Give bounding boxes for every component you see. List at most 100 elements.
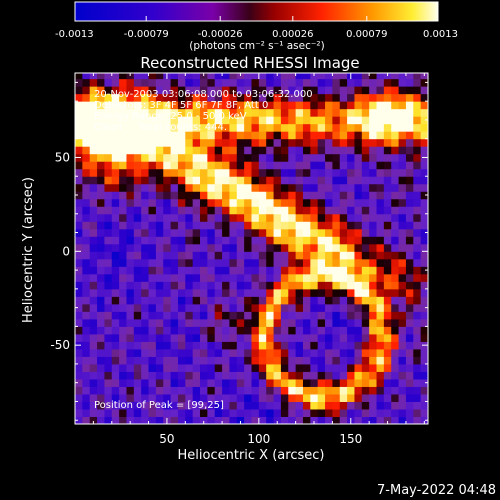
heatmap-cell: [405, 251, 414, 260]
heatmap-cell: [251, 281, 260, 290]
heatmap-cell: [383, 213, 392, 222]
heatmap-cell: [310, 123, 319, 132]
heatmap-cell: [244, 251, 252, 260]
heatmap-cell: [420, 123, 428, 132]
heatmap-cell: [251, 273, 260, 282]
heatmap-cell: [222, 288, 230, 297]
heatmap-cell: [177, 393, 186, 402]
heatmap-cell: [82, 416, 91, 424]
heatmap-cell: [200, 318, 208, 327]
heatmap-cell: [244, 221, 252, 230]
heatmap-cell: [185, 161, 194, 170]
heatmap-cell: [354, 251, 363, 260]
heatmap-cell: [185, 281, 194, 290]
heatmap-cell: [295, 401, 304, 410]
heatmap-cell: [398, 93, 407, 102]
heatmap-cell: [405, 273, 414, 282]
heatmap-cell: [376, 123, 385, 132]
heatmap-cell: [163, 86, 172, 95]
heatmap-cell: [207, 303, 216, 312]
heatmap-cell: [111, 296, 120, 305]
heatmap-cell: [155, 153, 164, 162]
heatmap-cell: [75, 116, 83, 125]
heatmap-cell: [192, 183, 201, 192]
heatmap-cell: [155, 281, 164, 290]
heatmap-cell: [214, 116, 223, 125]
heatmap-cell: [405, 138, 414, 147]
heatmap-cell: [405, 311, 414, 320]
heatmap-cell: [119, 93, 127, 102]
heatmap-cell: [266, 138, 275, 147]
heatmap-cell: [376, 101, 385, 110]
heatmap-cell: [273, 236, 282, 245]
heatmap-cell: [89, 341, 98, 350]
heatmap-cell: [332, 311, 341, 320]
heatmap-cell: [280, 228, 289, 237]
heatmap-cell: [383, 131, 392, 140]
heatmap-cell: [280, 221, 289, 230]
heatmap-cell: [148, 333, 157, 342]
heatmap-cell: [155, 318, 164, 327]
heatmap-cell: [170, 243, 179, 252]
heatmap-cell: [273, 243, 282, 252]
heatmap-cell: [111, 363, 120, 372]
heatmap-cell: [141, 371, 150, 380]
heatmap-cell: [177, 168, 186, 177]
heatmap-cell: [258, 138, 267, 147]
heatmap-cell: [207, 213, 216, 222]
heatmap-cell: [258, 386, 267, 395]
heatmap-cell: [163, 281, 172, 290]
heatmap-cell: [89, 296, 98, 305]
heatmap-cell: [170, 378, 179, 387]
heatmap-cell: [288, 176, 297, 185]
heatmap-cell: [163, 146, 172, 155]
heatmap-cell: [405, 243, 414, 252]
heatmap-cell: [141, 108, 150, 117]
heatmap-cell: [155, 228, 164, 237]
heatmap-cell: [369, 416, 378, 424]
heatmap-cell: [325, 123, 333, 132]
heatmap-cell: [185, 73, 194, 80]
heatmap-cell: [325, 108, 333, 117]
heatmap-cell: [133, 266, 142, 275]
heatmap-cell: [383, 311, 392, 320]
heatmap-cell: [302, 236, 311, 245]
heatmap-cell: [104, 303, 113, 312]
heatmap-cell: [133, 281, 142, 290]
heatmap-cell: [280, 363, 289, 372]
heatmap-cell: [302, 258, 311, 267]
heatmap-cell: [133, 213, 142, 222]
heatmap-cell: [347, 326, 355, 335]
heatmap-cell: [126, 401, 135, 410]
heatmap-cell: [75, 198, 83, 207]
heatmap-cell: [332, 416, 341, 424]
heatmap-cell: [383, 296, 392, 305]
heatmap-cell: [133, 146, 142, 155]
heatmap-cell: [82, 101, 91, 110]
heatmap-cell: [89, 348, 98, 357]
heatmap-cell: [229, 228, 238, 237]
heatmap-cell: [266, 296, 275, 305]
heatmap-cell: [302, 363, 311, 372]
heatmap-cell: [236, 78, 245, 87]
heatmap-cell: [82, 206, 91, 215]
heatmap-cell: [97, 191, 105, 200]
heatmap-cell: [405, 416, 414, 424]
heatmap-cell: [89, 408, 98, 417]
heatmap-cell: [383, 236, 392, 245]
heatmap-cell: [185, 363, 194, 372]
heatmap-cell: [310, 153, 319, 162]
heatmap-cell: [354, 93, 363, 102]
heatmap-cell: [369, 73, 378, 80]
heatmap-cell: [229, 176, 238, 185]
heatmap-cell: [111, 273, 120, 282]
heatmap-cell: [148, 251, 157, 260]
heatmap-cell: [148, 116, 157, 125]
heatmap-cell: [222, 318, 230, 327]
heatmap-cell: [82, 408, 91, 417]
heatmap-cell: [405, 228, 414, 237]
heatmap-cell: [192, 266, 201, 275]
heatmap-cell: [302, 356, 311, 365]
heatmap-cell: [302, 86, 311, 95]
